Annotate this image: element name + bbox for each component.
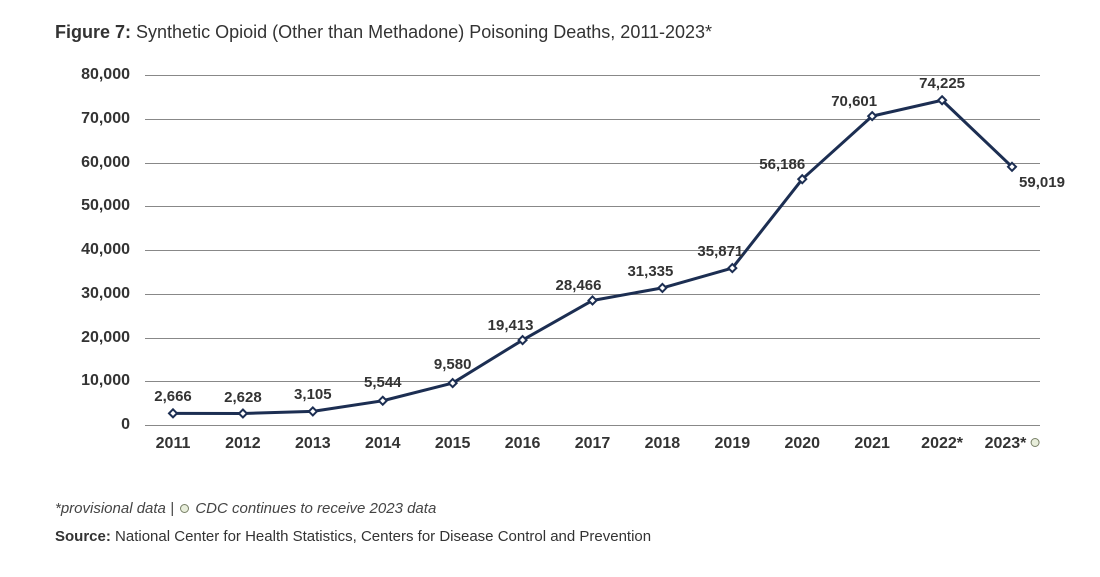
data-label: 70,601 [831,93,877,110]
source-line: Source: National Center for Health Stati… [55,528,651,545]
y-tick-label: 40,000 [50,241,130,259]
data-marker [379,397,387,405]
data-label: 9,580 [434,356,472,373]
y-tick-label: 20,000 [50,329,130,347]
data-marker [658,284,666,292]
x-tick-label: 2015 [435,435,471,453]
y-tick-label: 70,000 [50,110,130,128]
data-label: 31,335 [627,263,673,280]
data-marker [309,407,317,415]
figure-title: Figure 7: Synthetic Opioid (Other than M… [55,22,712,43]
x-tick-label: 2021 [854,435,890,453]
chart-area: 0 10,000 20,000 30,000 40,000 50,000 60,000 70,… [50,75,1060,455]
data-label: 56,186 [759,156,805,173]
x-axis: 2011 2012 2013 2014 2015 2016 2017 2018 2019 2020… [145,435,1040,465]
x-tick-label: 2018 [645,435,681,453]
indicator-dot-icon [1030,438,1039,447]
x-tick-label: 2019 [715,435,751,453]
footnote-provisional: *provisional data | [55,500,178,517]
grid-line [145,425,1040,426]
figure-number: Figure 7: [55,22,131,42]
y-tick-label: 60,000 [50,154,130,172]
x-tick-label: 2014 [365,435,401,453]
figure-container: Figure 7: Synthetic Opioid (Other than M… [0,0,1100,577]
footnote: *provisional data | CDC continues to rec… [55,500,436,517]
data-label: 59,019 [1019,174,1065,191]
data-label: 35,871 [697,243,743,260]
footnote-cdc: CDC continues to receive 2023 data [195,500,436,517]
x-tick-label: 2020 [784,435,820,453]
data-label: 28,466 [556,277,602,294]
x-tick-label: 2016 [505,435,541,453]
plot-area: 2,666 2,628 3,105 5,544 9,580 19,413 28,466 31,… [145,75,1040,425]
x-tick-label: 2011 [156,435,191,453]
data-label: 19,413 [488,317,534,334]
data-label: 74,225 [919,75,965,92]
y-tick-label: 0 [50,416,130,434]
y-tick-label: 10,000 [50,372,130,390]
y-axis: 0 10,000 20,000 30,000 40,000 50,000 60,000 70,… [50,75,130,455]
source-label: Source: [55,528,111,545]
y-tick-label: 80,000 [50,66,130,84]
line-chart-svg [145,75,1040,425]
y-tick-label: 30,000 [50,285,130,303]
data-label: 2,628 [224,389,262,406]
series-line [173,100,1012,413]
x-tick-label: 2012 [225,435,261,453]
source-text: National Center for Health Statistics, C… [115,528,651,545]
data-label: 3,105 [294,386,332,403]
figure-title-text: Synthetic Opioid (Other than Methadone) … [136,22,712,42]
x-tick-label: 2022* [921,435,963,453]
x-tick-label: 2013 [295,435,331,453]
indicator-dot-icon [180,504,189,513]
x-tick-label: 2023* [985,435,1040,453]
data-marker [239,410,247,418]
x-tick-label: 2017 [575,435,611,453]
data-marker [169,409,177,417]
y-tick-label: 50,000 [50,197,130,215]
data-label: 2,666 [154,388,192,405]
data-label: 5,544 [364,374,402,391]
